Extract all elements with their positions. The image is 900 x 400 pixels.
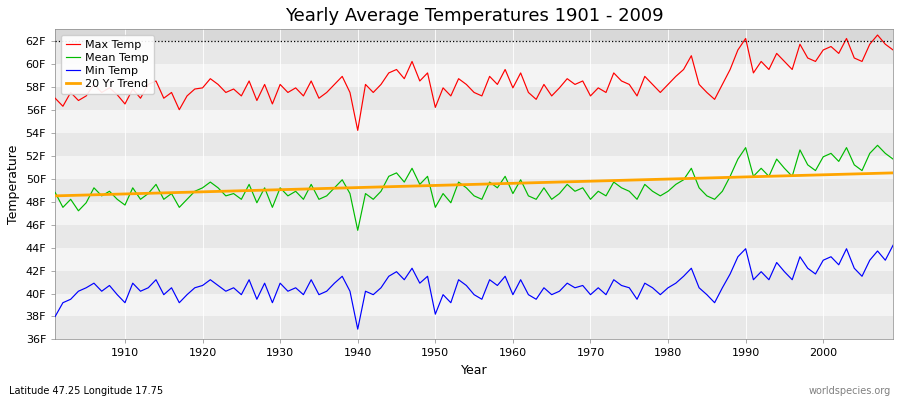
Min Temp [508, 292, 518, 297]
Min Temp [887, 243, 898, 248]
Max Temp [112, 92, 122, 97]
Mean Temp [872, 143, 883, 148]
20 Yr Trend [283, 187, 293, 192]
Legend: Max Temp, Mean Temp, Min Temp, 20 Yr Trend: Max Temp, Mean Temp, Min Temp, 20 Yr Tre… [60, 35, 154, 94]
Bar [55, 87, 893, 110]
Line: 20 Yr Trend: 20 Yr Trend [55, 173, 893, 196]
Min Temp [329, 281, 340, 286]
Mean Temp [508, 191, 518, 196]
Max Temp [508, 86, 518, 90]
Max Temp [50, 96, 60, 101]
Bar [55, 270, 893, 294]
20 Yr Trend [329, 186, 340, 191]
Title: Yearly Average Temperatures 1901 - 2009: Yearly Average Temperatures 1901 - 2009 [284, 7, 663, 25]
Mean Temp [112, 197, 122, 202]
Text: worldspecies.org: worldspecies.org [809, 386, 891, 396]
Bar [55, 248, 893, 270]
Bar [55, 41, 893, 64]
Min Temp [112, 292, 122, 297]
Line: Max Temp: Max Temp [55, 35, 893, 130]
Mean Temp [516, 177, 526, 182]
20 Yr Trend [508, 181, 518, 186]
Mean Temp [887, 157, 898, 162]
20 Yr Trend [887, 170, 898, 175]
Max Temp [516, 70, 526, 75]
Min Temp [283, 289, 293, 294]
Bar [55, 64, 893, 87]
Max Temp [887, 48, 898, 52]
Y-axis label: Temperature: Temperature [7, 145, 20, 224]
Min Temp [352, 327, 363, 332]
Mean Temp [283, 194, 293, 198]
Bar [55, 179, 893, 202]
Text: Latitude 47.25 Longitude 17.75: Latitude 47.25 Longitude 17.75 [9, 386, 163, 396]
Max Temp [329, 82, 340, 87]
Max Temp [283, 90, 293, 95]
Line: Min Temp: Min Temp [55, 245, 893, 329]
20 Yr Trend [600, 178, 611, 183]
X-axis label: Year: Year [461, 364, 488, 377]
20 Yr Trend [50, 194, 60, 198]
Mean Temp [352, 228, 363, 233]
Bar [55, 224, 893, 248]
Min Temp [608, 277, 619, 282]
Bar [55, 316, 893, 340]
20 Yr Trend [112, 192, 122, 196]
Max Temp [608, 70, 619, 75]
Min Temp [516, 277, 526, 282]
20 Yr Trend [500, 181, 510, 186]
Line: Mean Temp: Mean Temp [55, 145, 893, 230]
Mean Temp [608, 180, 619, 184]
Bar [55, 110, 893, 133]
Min Temp [50, 314, 60, 319]
Bar [55, 294, 893, 316]
Max Temp [352, 128, 363, 133]
Max Temp [872, 33, 883, 38]
Bar [55, 202, 893, 224]
Bar [55, 156, 893, 179]
Mean Temp [50, 190, 60, 195]
Bar [55, 133, 893, 156]
Mean Temp [329, 186, 340, 190]
